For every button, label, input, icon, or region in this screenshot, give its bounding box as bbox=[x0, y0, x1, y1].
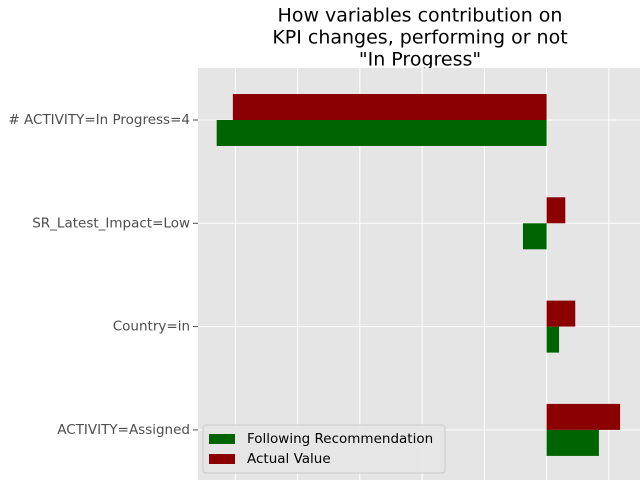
legend-box bbox=[202, 424, 446, 474]
bars bbox=[216, 94, 621, 456]
legend-label: Actual Value bbox=[247, 451, 331, 467]
chart-title-line: How variables contribution on bbox=[278, 5, 563, 27]
y-tick-label: SR_Latest_Impact=Low bbox=[32, 215, 190, 231]
legend-swatch bbox=[209, 454, 235, 464]
bar-following-recommendation bbox=[216, 120, 547, 146]
y-tick-label: # ACTIVITY=In Progress=4 bbox=[8, 112, 190, 128]
y-tick-label: Country=in bbox=[113, 319, 190, 335]
bar-actual-value bbox=[232, 94, 547, 120]
bar-following-recommendation bbox=[522, 223, 547, 250]
bar-actual-value bbox=[546, 403, 621, 430]
chart-title-line: KPI changes, performing or not bbox=[272, 27, 567, 49]
y-tick-label: ACTIVITY=Assigned bbox=[57, 422, 190, 438]
y-axis: # ACTIVITY=In Progress=4 SR_Latest_Impact… bbox=[8, 112, 198, 438]
legend: Following Recommendation Actual Value bbox=[202, 424, 446, 474]
legend-label: Following Recommendation bbox=[247, 431, 433, 447]
bar-following-recommendation bbox=[546, 326, 560, 353]
chart-title-line: "In Progress" bbox=[359, 49, 481, 71]
legend-swatch bbox=[209, 434, 235, 444]
bar-actual-value bbox=[546, 197, 566, 224]
bar-following-recommendation bbox=[546, 429, 599, 456]
bar-actual-value bbox=[546, 300, 576, 327]
